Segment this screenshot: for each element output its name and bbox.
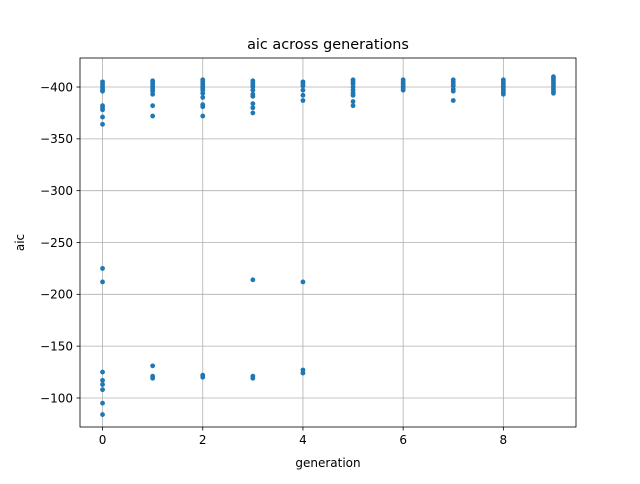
- data-point: [350, 92, 356, 98]
- x-tick-label: 0: [99, 433, 107, 447]
- data-point: [100, 377, 105, 383]
- data-points: [100, 74, 556, 417]
- data-point: [300, 279, 306, 285]
- data-point: [150, 375, 156, 381]
- data-point: [300, 87, 306, 93]
- data-point: [500, 91, 506, 97]
- data-point: [350, 103, 356, 109]
- data-point: [100, 400, 105, 406]
- y-tick-label: −350: [40, 132, 73, 146]
- y-tick-label: −150: [40, 339, 73, 353]
- data-point: [100, 114, 105, 120]
- data-point: [150, 363, 156, 369]
- data-point: [250, 101, 256, 107]
- data-point: [100, 382, 105, 387]
- x-tick-label: 4: [299, 433, 307, 447]
- y-tick-label: −400: [40, 80, 73, 94]
- data-point: [300, 92, 306, 98]
- y-tick-label: −250: [40, 236, 73, 250]
- data-point: [300, 83, 306, 89]
- data-point: [200, 104, 206, 110]
- data-point: [150, 113, 156, 119]
- data-point: [100, 107, 105, 113]
- data-point: [100, 266, 105, 271]
- data-point: [150, 91, 156, 97]
- data-point: [250, 93, 256, 99]
- data-point: [200, 374, 206, 380]
- x-tick-label: 2: [199, 433, 207, 447]
- data-point: [400, 87, 406, 93]
- data-point: [450, 98, 456, 103]
- axis-ticks: 0 2 4 6 8 −400 −350 −300 −250 −200 −150 −100: [40, 80, 507, 447]
- y-axis-label: aic: [13, 234, 27, 251]
- grid-lines: [80, 58, 576, 427]
- data-point: [200, 113, 206, 119]
- data-point: [250, 277, 256, 283]
- data-point: [100, 387, 105, 393]
- data-point: [100, 369, 105, 375]
- chart-title: aic across generations: [247, 37, 409, 53]
- data-point: [150, 103, 156, 109]
- y-tick-label: −300: [40, 184, 73, 198]
- data-point: [200, 94, 206, 100]
- data-point: [450, 88, 456, 94]
- data-point: [250, 110, 256, 116]
- data-point: [100, 279, 105, 285]
- x-tick-label: 8: [500, 433, 508, 447]
- data-point: [250, 105, 256, 111]
- x-tick-label: 6: [399, 433, 407, 447]
- x-axis-label: generation: [295, 456, 360, 470]
- data-point: [250, 87, 256, 93]
- data-point: [100, 88, 105, 94]
- data-point: [300, 370, 306, 376]
- data-point: [350, 99, 356, 104]
- data-point: [100, 412, 105, 417]
- data-point: [551, 90, 556, 96]
- data-point: [100, 121, 105, 127]
- data-point: [250, 375, 256, 381]
- y-tick-label: −100: [40, 391, 73, 405]
- y-tick-label: −200: [40, 288, 73, 302]
- data-point: [200, 90, 206, 96]
- data-point: [300, 98, 306, 103]
